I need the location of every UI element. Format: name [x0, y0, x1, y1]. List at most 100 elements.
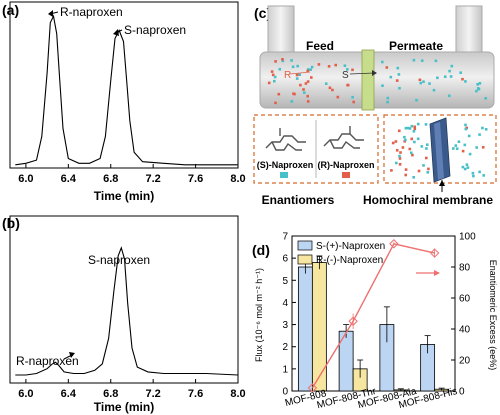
arrow-head: [69, 352, 75, 358]
r-molecule-dot: [391, 141, 395, 145]
homochiral-membrane: [429, 117, 451, 183]
s-molecule-dot: [398, 154, 401, 158]
s-molecule-dot: [296, 64, 299, 68]
s-molecule-dot: [468, 152, 472, 156]
s-molecule-dot: [422, 80, 425, 83]
r-molecule-dot: [346, 83, 349, 87]
s-molecule-dot: [467, 134, 471, 138]
y-tick-label: 7: [282, 232, 288, 243]
ee-marker: [389, 239, 399, 249]
x-tick-label: 8.0: [230, 173, 245, 185]
y-tick-label: 4: [282, 298, 288, 309]
bar-series: [297, 255, 450, 392]
r-molecule-dot: [306, 80, 310, 83]
s-molecule-dot: [464, 123, 467, 127]
left-y-axis-label: Flux (10⁻⁶ mol m⁻² h⁻¹): [254, 268, 264, 362]
r-color-key: [342, 172, 350, 178]
annotation-r-naproxen: R-naproxen: [60, 5, 123, 19]
r-molecule-dot: [404, 173, 407, 177]
r-molecule-dot: [299, 83, 302, 87]
s-molecule-dot: [412, 58, 416, 62]
s-molecule-dot: [404, 138, 407, 142]
ee-line: [311, 242, 435, 389]
s-molecule-dot: [404, 126, 408, 130]
chromatogram-a: (a) 6.0 6.4 6.8 7.2 7.6 8.0 R-naproxen S-napr…: [2, 1, 246, 203]
x-tick-label: 7.6: [188, 388, 203, 400]
s-molecule-dot: [455, 147, 459, 150]
r-molecule-dot: [417, 169, 421, 173]
arrow-head: [113, 29, 119, 36]
s-molecule-dot: [397, 73, 401, 76]
ee-marker: [307, 383, 318, 393]
arrow-head: [434, 270, 440, 276]
y-tick-label: 2: [282, 342, 288, 353]
r-molecule-dot: [461, 149, 465, 153]
r-naproxen-label: (R)-Naproxen: [317, 160, 374, 170]
s-molecule-dot: [295, 77, 299, 80]
right-y-axis-label: Enantiomeric Excess (ee%): [488, 260, 498, 371]
s-molecule-dot: [459, 71, 462, 74]
s-molecule-dot: [432, 88, 436, 92]
s-molecule-dot: [422, 164, 425, 167]
y-tick-label-right: 80: [459, 263, 471, 274]
s-molecule-dot: [424, 123, 428, 126]
s-molecule-dot: [443, 75, 447, 78]
legend-swatch-r: [297, 254, 313, 265]
s-molecule-dot: [410, 151, 413, 155]
ee-line-series: [307, 239, 440, 393]
s-molecule-dot: [454, 144, 458, 147]
s-flux-bar: [297, 266, 313, 392]
s-molecule-dot: [408, 127, 412, 130]
permeate-molecules: [381, 58, 487, 104]
s-molecule-dot: [290, 100, 294, 103]
legend-label-r: R-(-)-Naproxen: [316, 255, 383, 266]
r-flux-bar: [311, 262, 327, 392]
s-molecule-dot: [419, 81, 423, 85]
r-molecule-dot: [351, 68, 354, 72]
s-molecule-dot: [406, 126, 410, 130]
ee-marker: [429, 248, 440, 258]
x-tick-label: 6.0: [18, 388, 33, 400]
panel-a-letter: (a): [2, 2, 19, 18]
r-molecule-dot: [401, 146, 405, 149]
r-molecule-dot: [404, 168, 408, 171]
membrane-schematic: (c) Feed Permeate R S (S)-Naproxen (R)-N…: [253, 5, 497, 207]
r-molecule-dot: [306, 94, 309, 98]
s-molecule-dot: [475, 89, 478, 93]
r-molecule-dot: [270, 70, 274, 73]
y-tick-label-right: 60: [459, 294, 471, 305]
membrane-molecules: [390, 122, 488, 179]
r-molecule-dot: [293, 92, 296, 96]
s-molecule-dot: [324, 82, 328, 85]
feed-port: [267, 5, 295, 55]
s-molecule-dot: [403, 135, 406, 139]
y-tick-label: 1: [282, 364, 288, 375]
s-molecule-dot: [420, 145, 424, 148]
r-label: R: [284, 70, 291, 81]
x-tick-label: 6.0: [18, 173, 33, 185]
r-molecule-dot: [334, 63, 337, 67]
right-y-axis-ticks: 0 20 40 60 80 100: [451, 232, 476, 398]
x-tick-label: 7.2: [146, 173, 161, 185]
s-molecule-dot: [472, 174, 475, 178]
r-molecule-dot: [385, 66, 389, 69]
y-tick-label: 0: [282, 387, 288, 398]
r-molecule-dot: [306, 100, 310, 103]
s-molecule-dot: [463, 167, 467, 171]
r-molecule-dot: [425, 156, 428, 160]
arrow-head: [48, 10, 53, 17]
enantiomers-label: Enantiomers: [262, 193, 335, 207]
r-molecule-dot: [398, 163, 402, 166]
s-arrow: [349, 72, 375, 75]
s-molecule-dot: [346, 68, 349, 71]
s-molecule-dot: [478, 170, 481, 174]
x-tick-label: 6.8: [103, 388, 118, 400]
r-molecule-dot: [331, 88, 334, 92]
panel-d-letter: (d): [252, 242, 270, 258]
plot-frame: [9, 215, 239, 384]
s-molecule-dot: [457, 140, 461, 143]
r-molecule-dot: [413, 125, 416, 129]
s-molecule-dot: [436, 76, 439, 80]
s-molecule-dot: [426, 143, 429, 146]
s-molecule-dot: [478, 133, 481, 136]
